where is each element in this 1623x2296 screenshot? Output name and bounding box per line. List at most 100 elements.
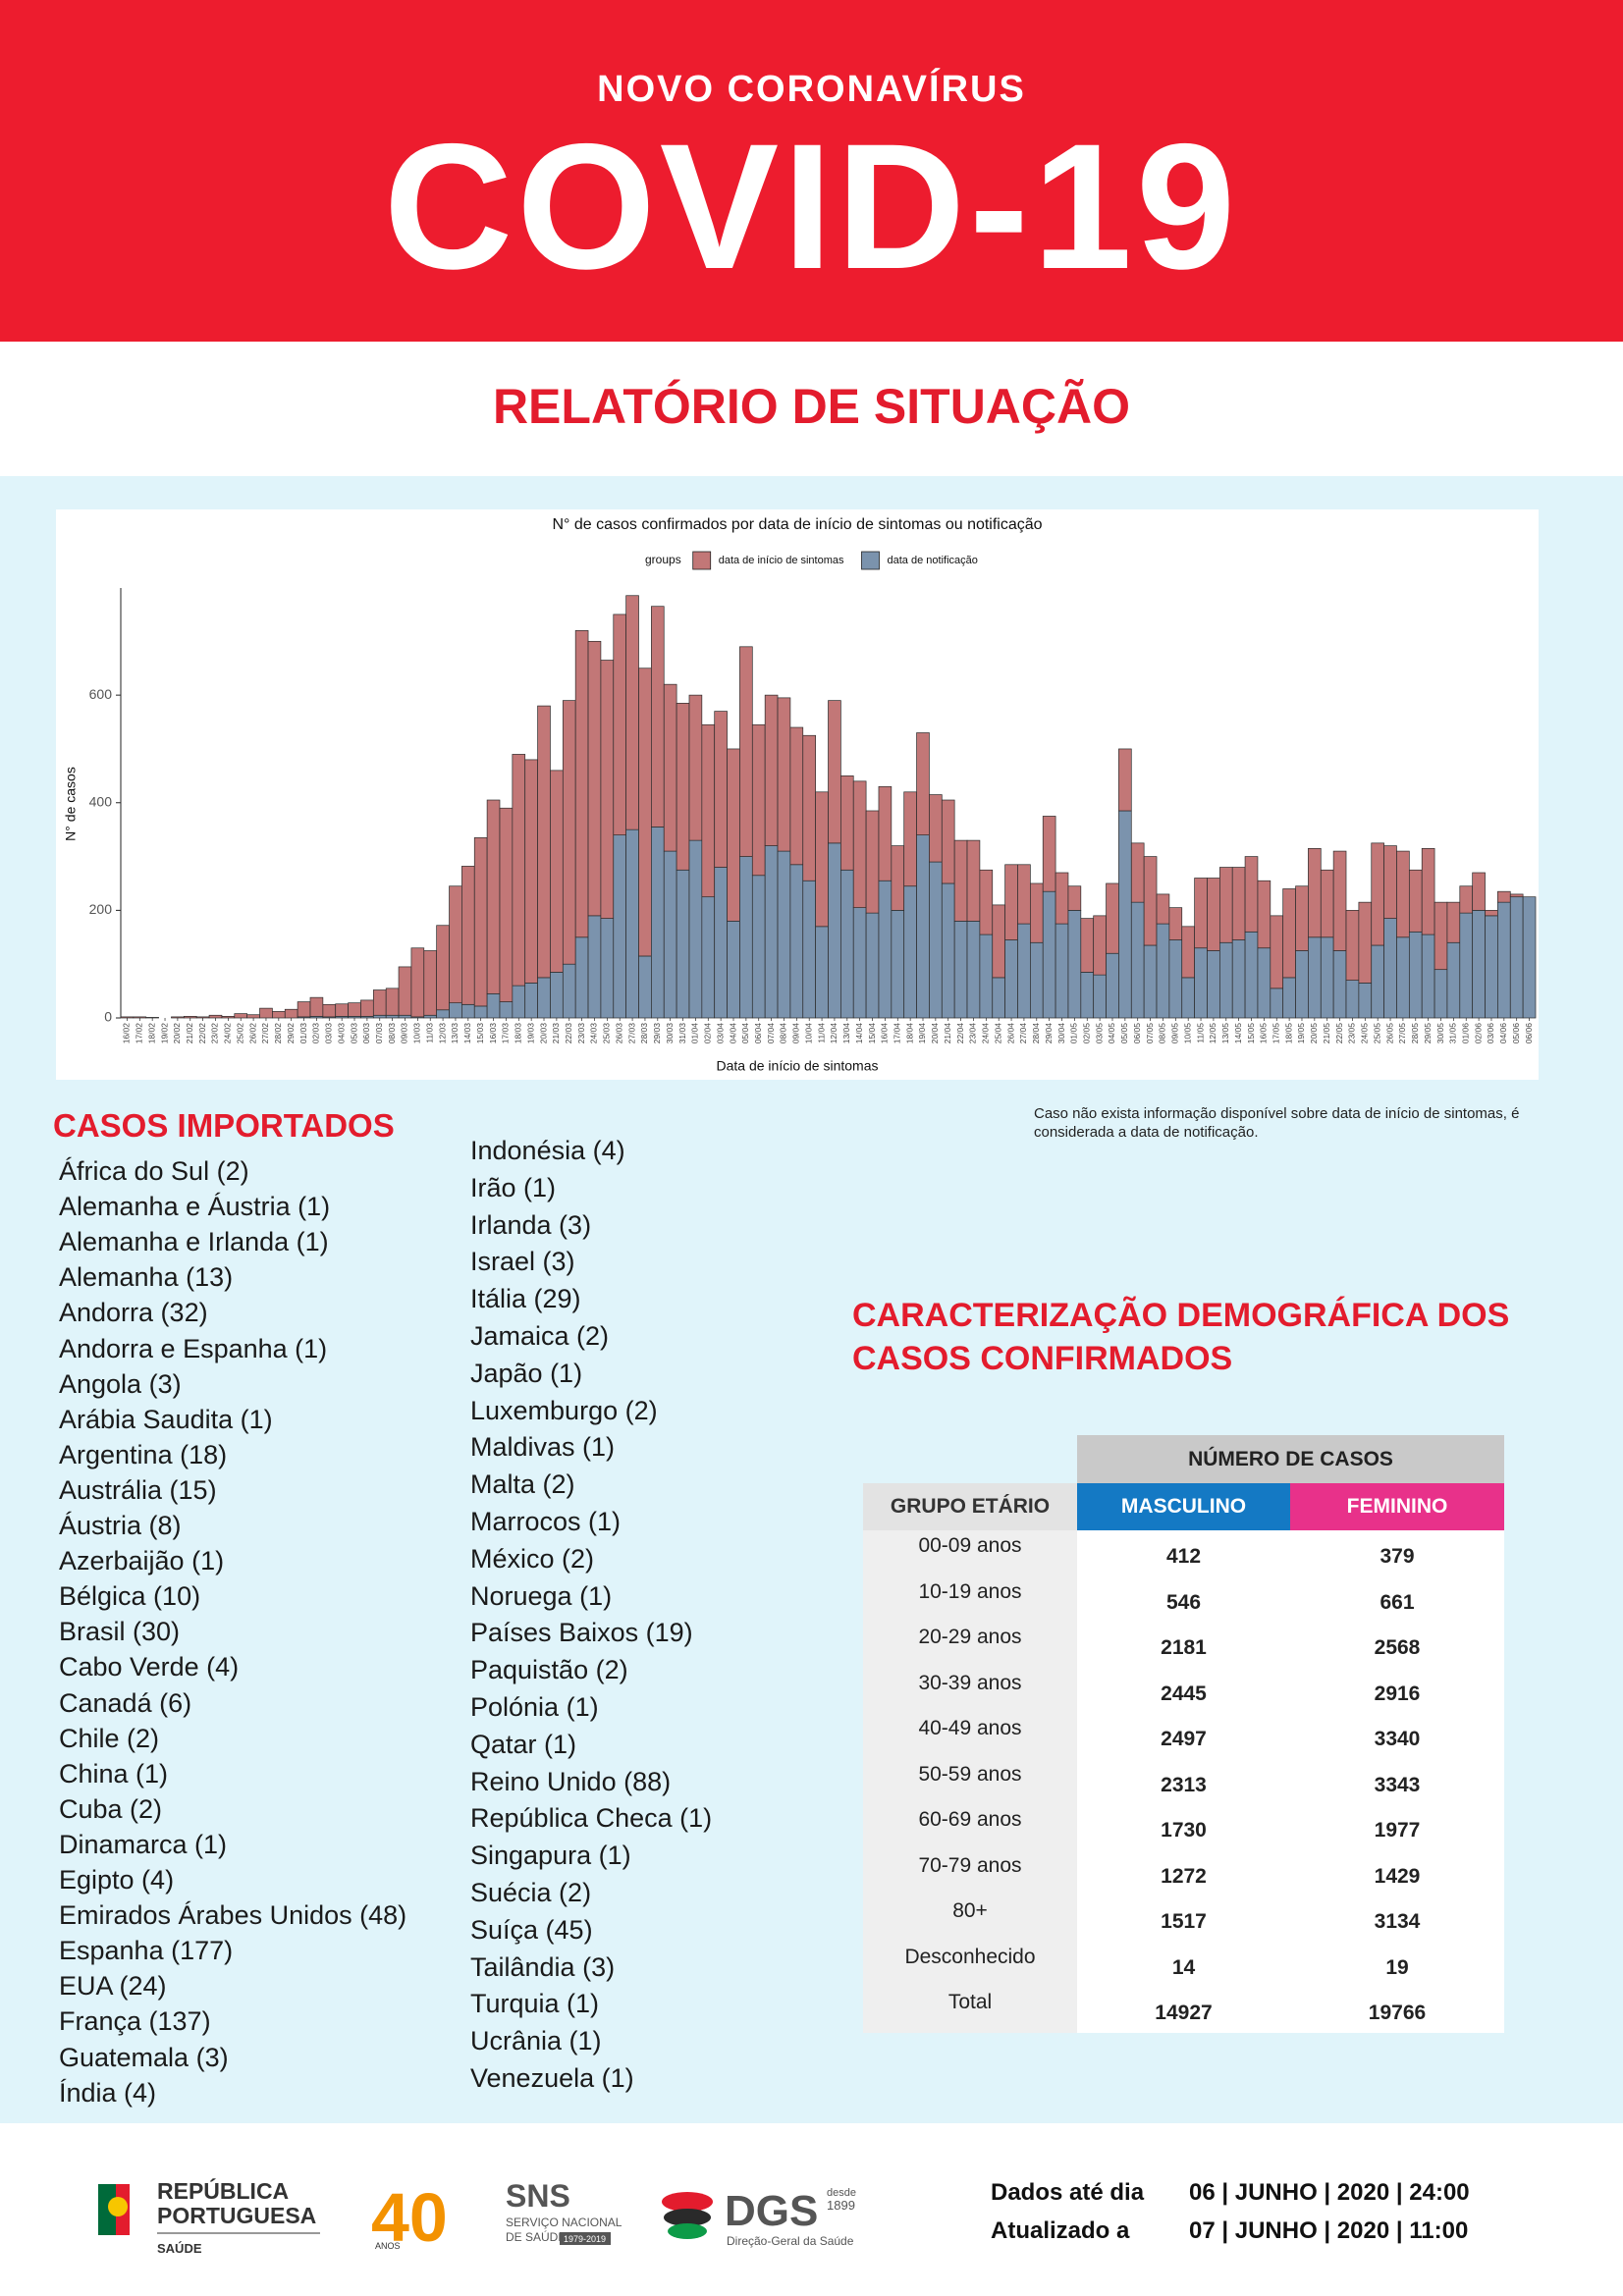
imported-item: Andorra (32) — [59, 1298, 208, 1328]
bar-segment — [1421, 934, 1435, 1019]
bar-segment — [1270, 988, 1284, 1019]
x-tick-label: 27/04 — [1018, 1023, 1028, 1044]
bar-segment — [1295, 885, 1309, 951]
imported-item: Angola (3) — [59, 1368, 182, 1399]
bar-segment — [651, 606, 665, 828]
x-tick-label: 20/04 — [930, 1023, 940, 1044]
bar-segment — [1130, 842, 1145, 903]
x-tick-label: 04/03 — [336, 1023, 346, 1044]
x-tick-label: 16/05 — [1259, 1023, 1269, 1044]
bar-segment — [284, 1008, 298, 1019]
bar-segment — [815, 926, 829, 1019]
bar-segment — [1282, 977, 1296, 1019]
table-cell: 30-39 anos — [863, 1667, 1077, 1713]
bar-segment — [499, 1001, 514, 1019]
x-tick-label: 26/03 — [614, 1023, 623, 1044]
x-tick-label: 29/03 — [652, 1023, 662, 1044]
table-cell: 80+ — [863, 1896, 1077, 1942]
imported-item: Azerbaijão (1) — [59, 1546, 225, 1576]
bar-segment — [587, 640, 602, 917]
x-tick-label: 12/03 — [437, 1023, 447, 1044]
x-tick-label: 19/02 — [159, 1023, 169, 1044]
bar-segment — [436, 1009, 450, 1019]
table-cell: 10-19 anos — [863, 1575, 1077, 1622]
legend-label: data de notificação — [888, 555, 978, 566]
x-tick-label: 09/03 — [400, 1023, 409, 1044]
bar-segment — [1509, 893, 1524, 898]
bar-segment — [966, 920, 981, 1019]
table-cell: 3134 — [1290, 1896, 1504, 1942]
table-cell: 19 — [1290, 1941, 1504, 1987]
bar-segment — [1017, 864, 1031, 925]
x-tick-label: 16/04 — [880, 1023, 890, 1044]
logo-sns: SNS SERVIÇO NACIONAL DE SAÚDE 1979-2019 — [506, 2178, 622, 2245]
table-cell: 2313 — [1077, 1758, 1290, 1804]
logo-text: 1899 — [827, 2198, 855, 2213]
x-tick-label: 15/05 — [1246, 1023, 1256, 1044]
imported-item: República Checa (1) — [470, 1803, 713, 1834]
bar-segment — [1106, 882, 1119, 954]
x-tick-label: 12/05 — [1208, 1023, 1217, 1044]
y-tick-label: 0 — [104, 1009, 112, 1025]
bar-segment — [865, 912, 880, 1019]
bar-segment — [815, 791, 829, 928]
bar-segment — [1118, 810, 1132, 1019]
bar-segment — [1143, 856, 1158, 946]
bar-segment — [1371, 842, 1384, 946]
x-tick-label: 28/04 — [1031, 1023, 1041, 1044]
x-tick-label: 07/04 — [766, 1023, 776, 1044]
x-tick-label: 23/04 — [968, 1023, 978, 1044]
imported-item: Bélgica (10) — [59, 1581, 201, 1612]
x-tick-label: 06/04 — [753, 1023, 763, 1044]
x-tick-label: 07/03 — [374, 1023, 384, 1044]
x-tick-label: 10/04 — [803, 1023, 813, 1044]
bar-segment — [1207, 950, 1220, 1019]
bar-segment — [979, 869, 994, 935]
bar-segment — [929, 861, 943, 1019]
x-tick-label: 25/04 — [993, 1023, 1002, 1044]
bar-segment — [1295, 950, 1309, 1019]
imported-item: Tailândia (3) — [470, 1951, 616, 1982]
bar-segment — [183, 1016, 197, 1019]
imported-item: Marrocos (1) — [470, 1507, 622, 1536]
imported-item: Maldivas (1) — [470, 1432, 616, 1463]
bar-segment — [1485, 915, 1498, 1019]
imported-item: Andorra e Espanha (1) — [59, 1333, 328, 1363]
logo-republica: REPÚBLICA PORTUGUESA SAÚDE — [98, 2177, 320, 2256]
imported-item: Alemanha e Áustria (1) — [59, 1192, 331, 1222]
legend-label: data de início de sintomas — [719, 555, 844, 566]
imported-item: Cuba (2) — [59, 1793, 163, 1824]
bar-segment — [979, 934, 994, 1019]
bar-segment — [1434, 969, 1448, 1019]
bar-segment — [449, 1002, 462, 1019]
bar-segment — [1055, 872, 1069, 925]
bar-segment — [562, 700, 576, 965]
bar-segment — [1231, 939, 1246, 1019]
x-tick-label: 03/03 — [324, 1023, 334, 1044]
bar-segment — [941, 882, 955, 1019]
x-tick-label: 16/02 — [122, 1023, 132, 1044]
bar-segment — [1017, 923, 1031, 1019]
bar-segment — [550, 972, 564, 1019]
bar-segment — [1030, 882, 1044, 943]
bar-segment — [802, 734, 816, 881]
x-tick-label: 26/04 — [1005, 1023, 1015, 1044]
x-tick-label: 17/02 — [135, 1023, 144, 1044]
bar-segment — [764, 845, 779, 1019]
imported-item: Emirados Árabes Unidos (48) — [59, 1900, 407, 1931]
x-tick-label: 11/05 — [1195, 1023, 1205, 1043]
bar-segment — [1320, 936, 1334, 1019]
bar-segment — [1080, 918, 1095, 973]
bar-segment — [537, 705, 551, 979]
bar-segment — [1472, 872, 1486, 911]
x-tick-label: 01/03 — [298, 1023, 308, 1044]
x-tick-label: 29/05 — [1423, 1023, 1433, 1044]
table-cell: 546 — [1077, 1575, 1290, 1622]
x-tick-label: 22/02 — [197, 1023, 207, 1044]
bar-segment — [625, 828, 639, 1019]
bar-segment — [651, 827, 665, 1019]
x-tick-label: 31/05 — [1448, 1023, 1458, 1044]
chart-note: Caso não exista informação disponível so… — [1034, 1105, 1520, 1141]
logo-shape — [662, 2192, 713, 2212]
y-tick-label: 200 — [89, 901, 113, 917]
